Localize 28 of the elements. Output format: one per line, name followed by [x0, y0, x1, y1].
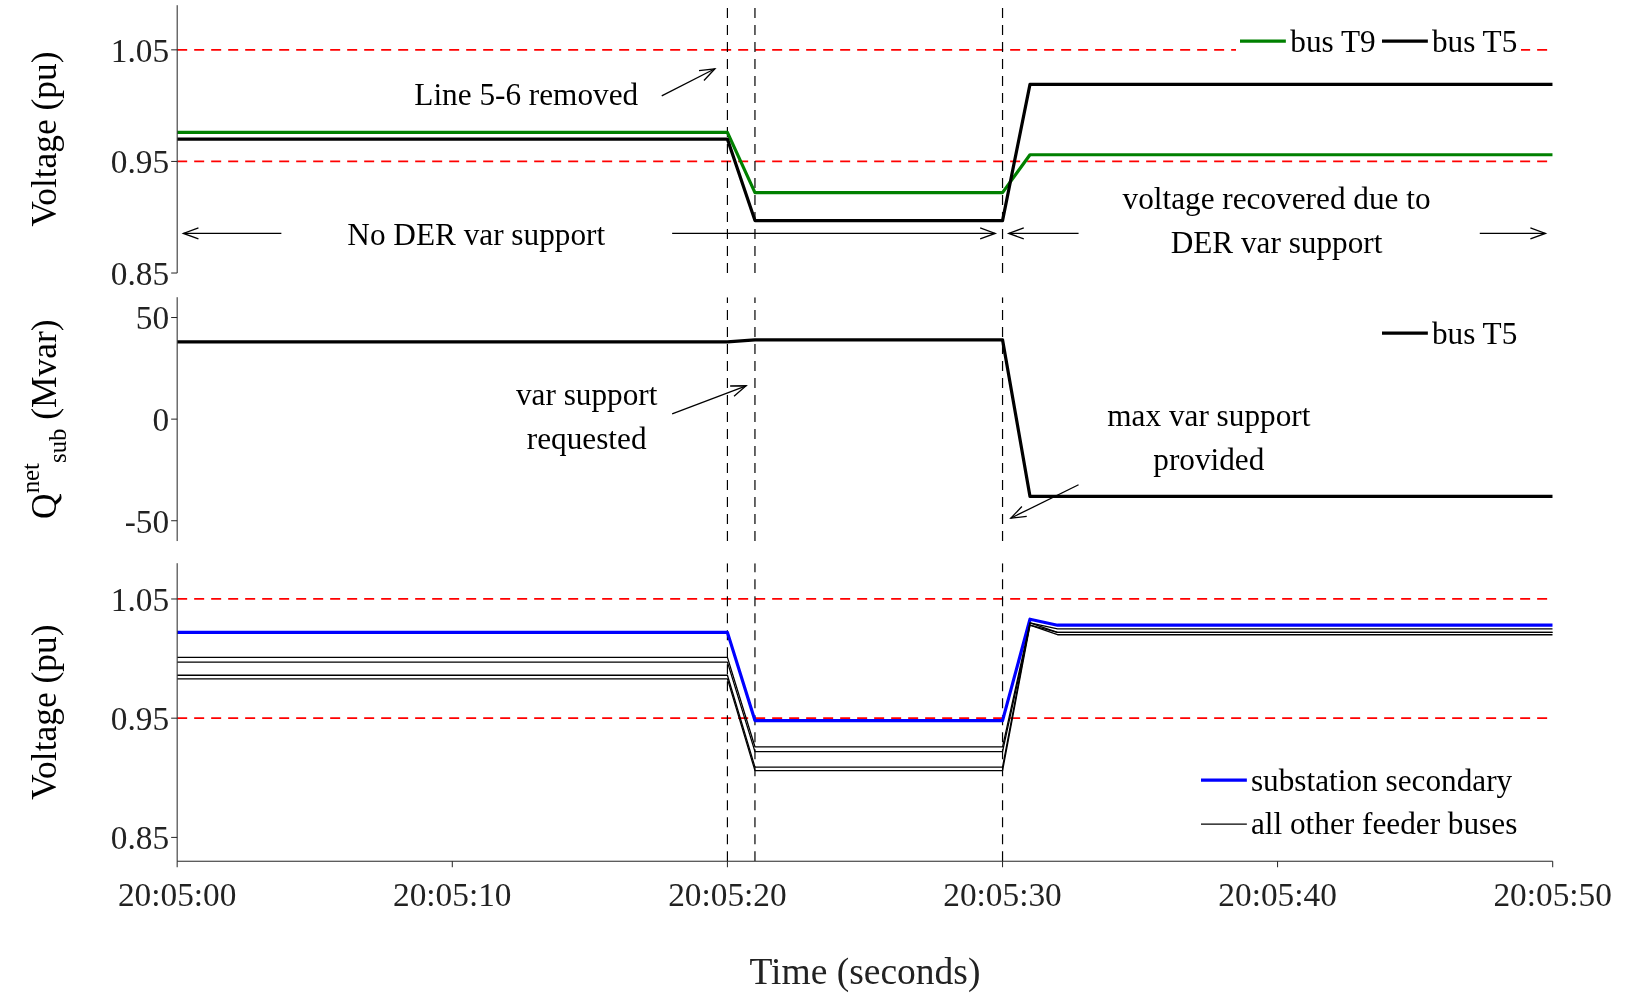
- y-tick-label: 1.05: [110, 580, 170, 618]
- y-tick-label: 50: [135, 299, 170, 337]
- legend-label: substation secondary: [1250, 761, 1513, 800]
- y-tick-label: -50: [124, 502, 170, 540]
- annotation: Line 5-6 removed: [413, 75, 640, 114]
- y-tick-label: 0: [152, 400, 170, 438]
- y-axis-title: Voltage (pu): [23, 624, 64, 800]
- y-tick-label: 0.85: [110, 254, 170, 292]
- y-tick-label: 1.05: [110, 31, 170, 69]
- x-tick-label: 20:05:10: [393, 875, 512, 913]
- annotation: No DER var support: [346, 215, 607, 254]
- x-tick-label: 20:05:00: [117, 875, 237, 913]
- x-tick-label: 20:05:40: [1218, 875, 1337, 913]
- legend-label: all other feeder buses: [1250, 805, 1518, 844]
- legend-label: bus T5: [1431, 314, 1518, 353]
- x-tick-label: 20:05:50: [1493, 875, 1612, 913]
- annotation: voltage recovered due to DER var support: [1121, 180, 1432, 262]
- x-tick-label: 20:05:20: [668, 875, 787, 913]
- legend-label: bus T9: [1290, 22, 1376, 61]
- y-tick-label: 0.95: [110, 143, 170, 181]
- x-tick-label: 20:05:30: [943, 875, 1062, 913]
- y-axis-title: Voltage (pu): [23, 51, 64, 227]
- annotation: max var support provided: [1106, 396, 1312, 479]
- y-tick-label: 0.85: [110, 818, 170, 856]
- annotation: var support requested: [514, 376, 659, 458]
- x-axis-title: Time (seconds): [749, 950, 981, 993]
- legend-label: bus T5: [1431, 22, 1518, 61]
- y-tick-label: 0.95: [110, 699, 170, 737]
